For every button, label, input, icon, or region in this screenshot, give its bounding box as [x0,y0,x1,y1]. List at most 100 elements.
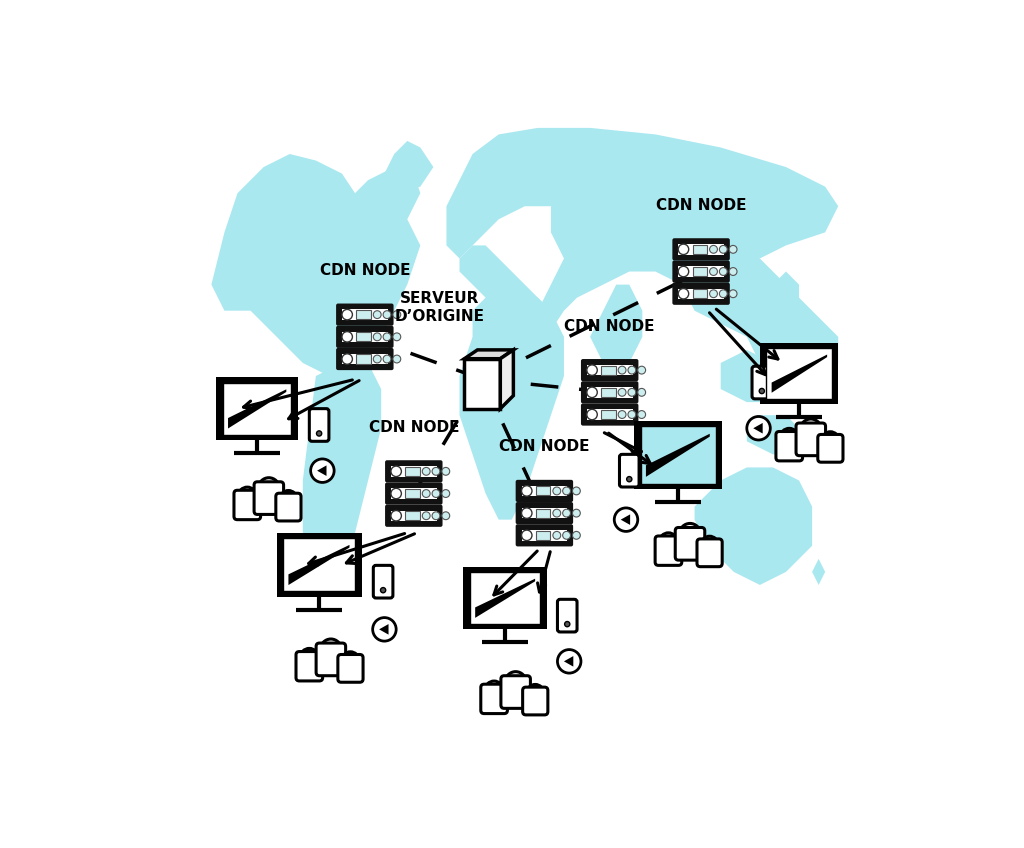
Bar [601,410,615,419]
Circle shape [342,652,359,669]
FancyBboxPatch shape [516,480,573,502]
Polygon shape [211,154,420,376]
Bar [587,410,633,420]
Circle shape [564,622,569,627]
Circle shape [432,512,440,520]
FancyBboxPatch shape [309,409,329,441]
Circle shape [701,536,718,553]
Bar [521,486,567,496]
Circle shape [628,366,636,374]
Text: CDN NODE: CDN NODE [564,319,655,333]
Polygon shape [460,245,551,337]
FancyBboxPatch shape [296,651,323,681]
Polygon shape [465,350,513,359]
Circle shape [422,512,430,520]
Circle shape [374,333,381,341]
Circle shape [659,533,678,551]
FancyBboxPatch shape [385,505,442,527]
Circle shape [422,489,430,498]
FancyBboxPatch shape [581,382,638,404]
FancyBboxPatch shape [796,423,825,455]
Bar [356,332,371,342]
Bar [536,531,550,540]
Bar [641,427,716,483]
Circle shape [720,268,727,276]
Circle shape [300,649,318,667]
Circle shape [526,684,544,701]
Circle shape [678,288,689,299]
Circle shape [801,419,821,440]
Circle shape [720,290,727,298]
Polygon shape [621,515,630,525]
Circle shape [618,366,626,374]
FancyBboxPatch shape [316,643,346,676]
Bar [391,466,436,477]
Bar [536,487,550,495]
Circle shape [822,432,839,449]
Polygon shape [317,466,327,476]
Circle shape [393,310,400,319]
Bar [356,310,371,319]
Polygon shape [228,389,287,428]
Circle shape [678,244,689,254]
Circle shape [780,428,799,447]
Circle shape [720,245,727,254]
FancyBboxPatch shape [673,260,730,282]
FancyBboxPatch shape [697,539,722,566]
FancyBboxPatch shape [581,359,638,382]
Circle shape [618,410,626,418]
Circle shape [553,487,561,495]
FancyBboxPatch shape [276,533,361,597]
Circle shape [678,266,689,276]
Circle shape [391,510,401,521]
Bar [587,387,633,398]
Circle shape [383,310,391,319]
Circle shape [374,310,381,319]
FancyBboxPatch shape [336,304,393,326]
Circle shape [572,487,581,495]
Circle shape [391,466,401,477]
Circle shape [587,410,597,420]
Polygon shape [460,285,564,520]
Polygon shape [465,359,501,409]
Polygon shape [538,193,839,402]
Polygon shape [381,141,433,193]
FancyBboxPatch shape [254,482,284,515]
Bar [406,489,420,498]
Circle shape [638,366,645,374]
Circle shape [383,333,391,341]
Text: CDN NODE: CDN NODE [499,439,590,455]
FancyBboxPatch shape [516,524,573,546]
Circle shape [587,387,597,398]
Polygon shape [746,416,799,455]
Text: CDN NODE: CDN NODE [319,263,410,278]
Circle shape [442,467,450,475]
Circle shape [391,488,401,499]
FancyBboxPatch shape [655,536,682,566]
Polygon shape [564,656,573,667]
FancyBboxPatch shape [501,676,530,708]
Circle shape [729,268,737,276]
Circle shape [383,355,391,363]
Polygon shape [754,423,763,433]
Polygon shape [446,128,839,259]
Circle shape [373,617,396,641]
Circle shape [729,245,737,254]
Bar [406,511,420,521]
Circle shape [628,410,636,418]
Circle shape [485,681,503,700]
FancyBboxPatch shape [581,404,638,426]
Bar [284,538,355,592]
Circle shape [572,532,581,539]
Circle shape [614,508,638,532]
Circle shape [759,388,765,393]
FancyBboxPatch shape [464,566,547,629]
Bar [587,365,633,376]
Bar [356,354,371,364]
FancyBboxPatch shape [620,455,639,487]
Polygon shape [590,285,642,376]
Circle shape [557,650,581,673]
FancyBboxPatch shape [336,326,393,348]
Bar [692,289,707,298]
Polygon shape [475,578,536,618]
